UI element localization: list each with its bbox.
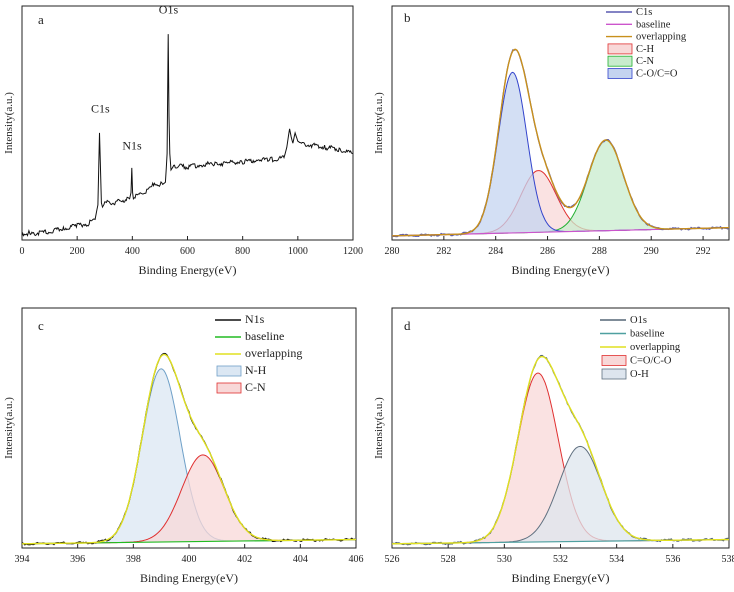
- panel-a: 0 200 400 600 800 1000 1200 Binding Energy(eV) I…: [3, 3, 363, 277]
- x-tick-label: 292: [696, 246, 711, 257]
- x-tick-label: 200: [70, 246, 85, 257]
- x-tick-label: 1000: [288, 246, 308, 257]
- x-axis-label: Binding Energy(eV): [511, 263, 609, 277]
- panel-c: 394 396 398 400 402 404 406 Binding Energy(eV) I…: [3, 307, 364, 585]
- y-axis-label: Intensity(a.u.): [3, 92, 15, 154]
- x-tick-label: 528: [441, 554, 456, 565]
- x-tick-label: 404: [293, 554, 308, 565]
- x-tick-label: 530: [497, 554, 512, 565]
- x-tick-label: 0: [20, 246, 25, 257]
- y-axis-label: Intensity(a.u.): [3, 397, 15, 459]
- legend-swatch: [607, 68, 633, 79]
- plot-area-a: [22, 34, 353, 237]
- x-tick-label: 394: [15, 554, 30, 565]
- x-tick-label: 400: [125, 246, 140, 257]
- panel-b: 280 282 284 286 288 290 292 Binding Energy(eV) I…: [373, 5, 730, 277]
- peak-annotation: O1s: [159, 3, 179, 17]
- legend-label: overlapping: [245, 346, 302, 360]
- x-tick-label: 600: [180, 246, 195, 257]
- x-tick-label: 288: [592, 246, 607, 257]
- x-tick-label: 1200: [343, 246, 363, 257]
- plot-area-b: [392, 48, 729, 238]
- overlapping-line: [392, 355, 729, 545]
- legend-c: N1s baseline overlapping N-H C-N: [215, 312, 302, 394]
- legend-label: baseline: [630, 329, 665, 340]
- legend-label: N-H: [245, 363, 267, 377]
- x-tick-label: 280: [385, 246, 400, 257]
- legend-label: C1s: [636, 7, 652, 18]
- x-tick-label: 532: [553, 554, 568, 565]
- panel-letter: a: [38, 12, 44, 27]
- legend-swatch: [601, 368, 627, 380]
- legend-label: baseline: [636, 19, 671, 30]
- x-tick-label: 286: [540, 246, 555, 257]
- legend-swatch: [607, 43, 633, 55]
- legend-label: C-N: [245, 380, 266, 394]
- x-tick-label: 400: [182, 554, 197, 565]
- x-tick-label: 536: [665, 554, 680, 565]
- x-tick-label: 284: [488, 246, 503, 257]
- legend-swatch: [216, 365, 242, 377]
- y-axis-label: Intensity(a.u.): [373, 397, 385, 459]
- legend-label: O-H: [630, 369, 649, 380]
- x-axis-label: Binding Energy(eV): [140, 571, 238, 585]
- x-tick-label: 402: [237, 554, 252, 565]
- overlapping-line: [22, 353, 356, 545]
- legend-label: C-O/C=O: [636, 69, 678, 80]
- legend-label: baseline: [245, 329, 284, 343]
- peak-fill-c-o-c-o: [392, 373, 729, 544]
- plot-area-c: [22, 352, 356, 546]
- peak-fill-c-h: [392, 170, 729, 236]
- legend-swatch: [607, 55, 633, 67]
- x-axis-label: Binding Energy(eV): [511, 571, 609, 585]
- legend-swatch: [216, 382, 242, 394]
- plot-frame-a: [21, 5, 354, 241]
- legend-d: O1s baseline overlapping C=O/C-O O-H: [600, 315, 681, 380]
- x-tick-label: 538: [722, 554, 734, 565]
- plot-frame-b: [391, 5, 730, 241]
- peak-annotation: N1s: [122, 139, 142, 153]
- x-axis-label: Binding Energy(eV): [138, 263, 236, 277]
- peak-annotation: C1s: [91, 101, 110, 115]
- peak-fill-o-h: [392, 446, 729, 544]
- x-tick-label: 800: [235, 246, 250, 257]
- series-survey-line: [22, 34, 353, 237]
- legend-label: O1s: [630, 315, 647, 326]
- legend-swatch: [601, 355, 627, 366]
- plot-area-d: [392, 354, 729, 546]
- panel-letter: d: [404, 318, 411, 333]
- legend-label: overlapping: [630, 342, 681, 353]
- x-tick-label: 534: [609, 554, 624, 565]
- y-axis-label: Intensity(a.u.): [373, 92, 385, 154]
- panel-d: 526 528 530 532 534 536 538 Binding Energy(eV) I…: [373, 307, 734, 585]
- peak-fill-c-n: [22, 454, 356, 544]
- x-tick-label: 398: [126, 554, 141, 565]
- legend-label: overlapping: [636, 32, 687, 43]
- overlapping-line: [392, 48, 729, 237]
- legend-label: C-H: [636, 44, 655, 55]
- panel-letter: c: [38, 318, 44, 333]
- x-tick-label: 282: [436, 246, 451, 257]
- legend-label: C-N: [636, 56, 655, 67]
- x-tick-label: 406: [349, 554, 364, 565]
- panel-letter: b: [404, 10, 411, 25]
- x-tick-label: 290: [644, 246, 659, 257]
- x-tick-label: 396: [70, 554, 85, 565]
- legend-label: C=O/C-O: [630, 356, 672, 367]
- x-tick-label: 526: [385, 554, 400, 565]
- legend-label: N1s: [245, 312, 265, 326]
